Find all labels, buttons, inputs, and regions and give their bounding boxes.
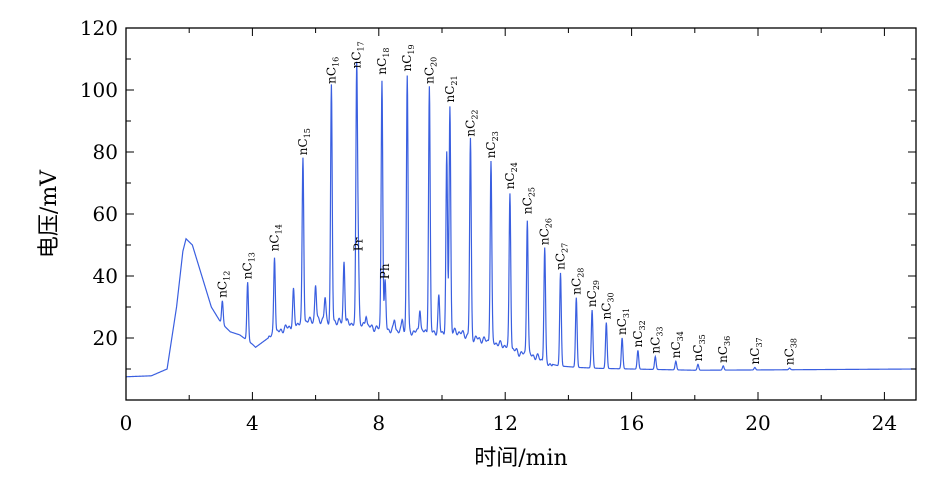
- y-tick-label: 20: [93, 326, 118, 350]
- peak-label: nC15: [296, 128, 312, 155]
- x-axis-title: 时间/min: [474, 446, 567, 471]
- y-tick-label: 100: [80, 78, 118, 102]
- plot-area: 0 4 8 12 16 20 24 20 40 60 80 100 120 nC12 nC13 nC14 nC1…: [80, 16, 917, 435]
- peak-label: nC13: [241, 252, 257, 279]
- peak-label: nC31: [615, 308, 631, 335]
- peak-label: nC24: [503, 162, 519, 189]
- peak-label: nC28: [569, 268, 585, 295]
- peak-label: nC19: [400, 44, 416, 71]
- peak-label: nC34: [669, 331, 685, 358]
- peak-label: nC30: [599, 292, 615, 319]
- y-tick-label: 80: [93, 140, 118, 164]
- peak-label: nC32: [631, 320, 647, 347]
- peak-label: nC12: [215, 271, 231, 298]
- peak-label: nC22: [463, 109, 479, 136]
- x-tick-label: 8: [372, 411, 385, 435]
- peak-label: nC18: [375, 47, 391, 74]
- x-tick-label: 4: [246, 411, 259, 435]
- x-tick-label: 0: [120, 411, 133, 435]
- y-tick-label: 40: [93, 264, 118, 288]
- peak-label: nC27: [554, 243, 570, 270]
- peak-label: nC14: [268, 224, 284, 251]
- x-tick-label: 12: [492, 411, 517, 435]
- peak-label: nC26: [538, 218, 554, 245]
- peak-label: nC33: [648, 326, 664, 353]
- y-tick-label: 120: [80, 16, 118, 40]
- peak-label: nC37: [748, 337, 764, 364]
- peak-label: nC29: [585, 280, 601, 307]
- peak-label: Ph: [378, 263, 392, 279]
- x-tick-label: 16: [619, 411, 644, 435]
- peak-label: nC36: [716, 336, 732, 363]
- peak-label: Pr: [351, 237, 365, 251]
- peak-label: nC21: [443, 75, 459, 102]
- peak-label: nC20: [422, 57, 438, 84]
- y-tick-label: 60: [93, 202, 118, 226]
- x-tick-label: 24: [872, 411, 897, 435]
- peak-label: nC23: [484, 131, 500, 158]
- x-tick-label: 20: [745, 411, 770, 435]
- y-axis-title: 电压/mV: [37, 169, 62, 258]
- peak-label: nC25: [520, 187, 536, 214]
- peak-label: nC16: [324, 57, 340, 84]
- peak-label: nC38: [783, 338, 799, 365]
- peak-label: nC35: [691, 334, 707, 361]
- signal-line: [125, 61, 916, 378]
- peak-label: nC17: [350, 41, 366, 68]
